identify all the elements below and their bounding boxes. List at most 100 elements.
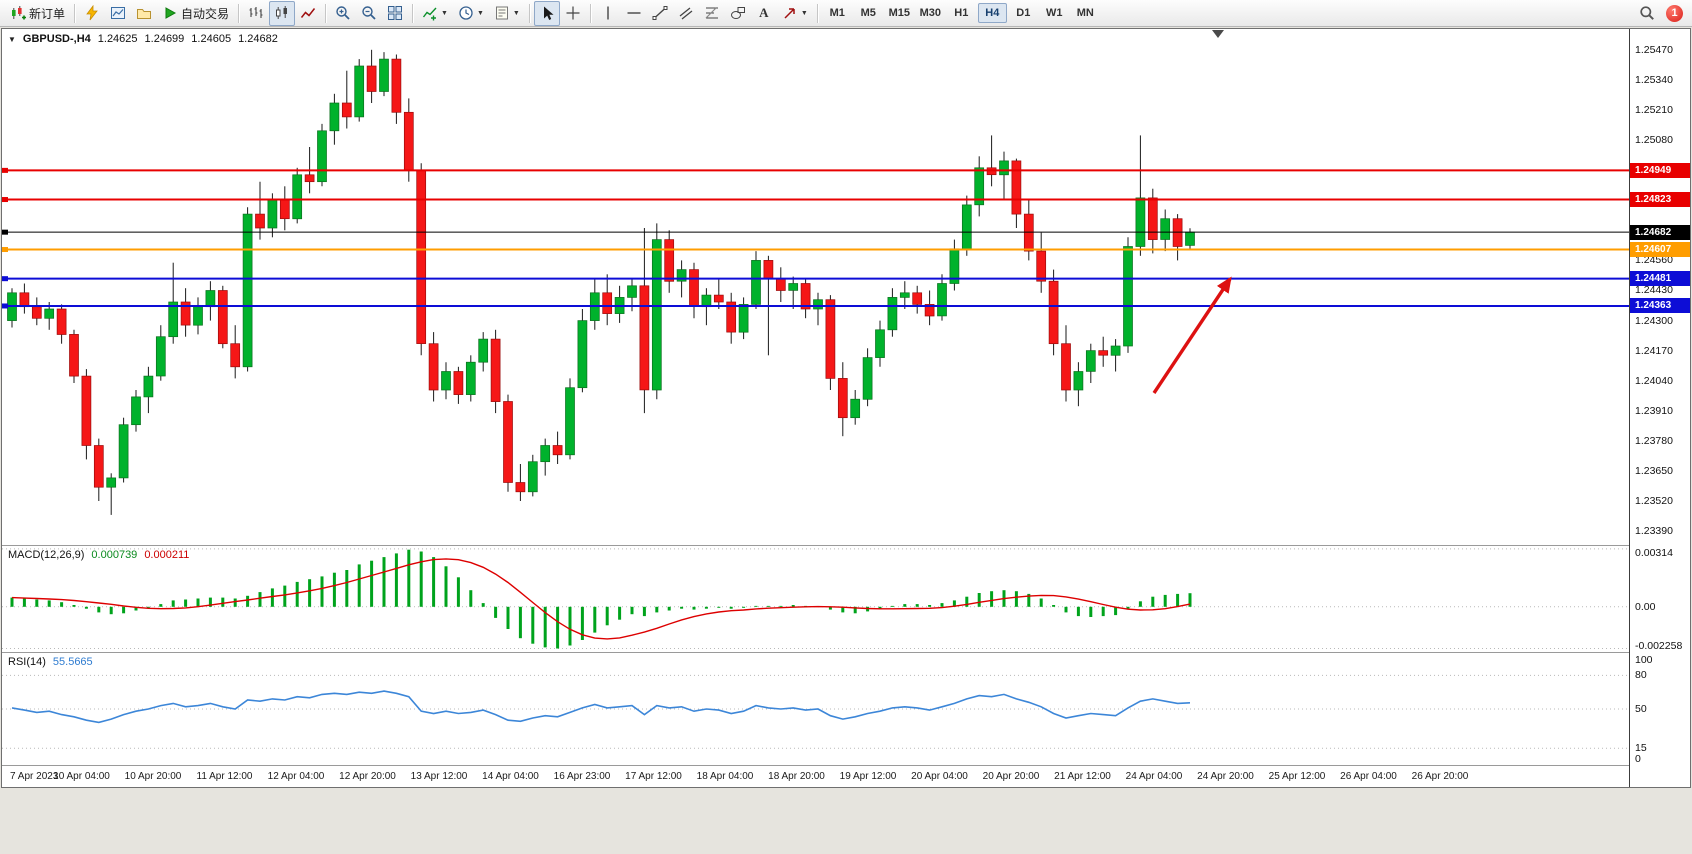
text-tool-button[interactable]: A — [751, 1, 777, 26]
shift-marker-icon[interactable] — [1212, 30, 1224, 38]
candle-down — [1036, 250, 1047, 282]
time-tick: 16 Apr 23:00 — [553, 771, 611, 782]
templates-button[interactable]: ▼ — [489, 1, 525, 26]
time-tick: 12 Apr 04:00 — [267, 771, 325, 782]
horizontal-line-tool-button[interactable] — [621, 1, 647, 26]
tile-windows-button[interactable] — [382, 1, 408, 26]
candle-down — [230, 343, 241, 368]
candle-up — [465, 361, 476, 395]
candle-up — [565, 387, 575, 456]
indicators-button[interactable]: ▼ — [417, 1, 453, 26]
candle-up — [379, 58, 389, 92]
cursor-tool-button[interactable] — [533, 0, 560, 26]
candle-up — [193, 306, 203, 326]
low-value: 1.24605 — [191, 33, 232, 45]
timeframe-m5[interactable]: M5 — [860, 7, 876, 19]
candle-up — [1123, 246, 1133, 347]
candle-chart-mode-button[interactable] — [269, 0, 296, 26]
candle-down — [1098, 350, 1109, 356]
candle-down — [713, 294, 724, 303]
timeframe-m30[interactable]: M30 — [919, 7, 941, 19]
candle-down — [639, 285, 650, 391]
timeframe-d1[interactable]: D1 — [1016, 7, 1031, 19]
vertical-line-tool-button[interactable] — [595, 1, 621, 26]
candle-up — [155, 336, 166, 377]
candle-down — [689, 269, 699, 307]
crosshair-tool-button[interactable] — [560, 1, 586, 26]
timeframe-h1[interactable]: H1 — [954, 7, 969, 19]
macd-tick: -0.002258 — [1635, 640, 1683, 652]
price-tick: 1.24170 — [1635, 344, 1673, 357]
price-tag: 1.24823 — [1630, 192, 1690, 208]
open-value: 1.24625 — [97, 33, 138, 45]
line-anchor[interactable] — [2, 303, 8, 309]
macd-indicator-panel[interactable] — [2, 546, 1629, 652]
timeframe-h4[interactable]: H4 — [977, 3, 1007, 23]
candle-down — [664, 239, 675, 282]
periods-button[interactable]: ▼ — [453, 1, 489, 26]
arrows-tool-button[interactable]: ▼ — [777, 1, 813, 26]
zoom-in-button[interactable] — [330, 1, 356, 26]
charts-button[interactable] — [105, 1, 131, 26]
profiles-button[interactable] — [131, 1, 157, 26]
candle-down — [19, 292, 30, 308]
tile-windows-icon — [388, 6, 403, 20]
candle-up — [899, 292, 910, 298]
candle-down — [775, 278, 786, 291]
price-tick: 1.25210 — [1635, 103, 1673, 116]
candle-up — [540, 445, 551, 463]
price-tick: 1.23910 — [1635, 404, 1673, 417]
price-scale[interactable]: 1.24949 1.24823 1.24682 1.24607 1.24481 1.243… — [1629, 29, 1690, 787]
notification-badge[interactable]: 1 — [1666, 4, 1683, 22]
candle-up — [441, 371, 451, 391]
time-axis[interactable]: 7 Apr 2023 10 Apr 04:00 10 Apr 20:00 11 Apr… — [2, 766, 1629, 787]
line-anchor[interactable] — [2, 247, 8, 253]
search-button[interactable] — [1634, 1, 1660, 26]
line-anchor[interactable] — [2, 197, 8, 203]
auto-trading-label: 自动交易 — [181, 6, 230, 21]
candle-up — [999, 160, 1009, 176]
shapes-tool-button[interactable] — [725, 1, 751, 26]
candle-down — [341, 102, 352, 118]
bar-chart-mode-button[interactable] — [243, 1, 269, 26]
price-tick: 1.24040 — [1635, 374, 1673, 387]
candle-up — [651, 239, 662, 391]
macd-signal-line — [11, 558, 1191, 640]
separator — [816, 3, 818, 23]
collapse-triangle-icon[interactable]: ▼ — [8, 34, 16, 44]
time-tick: 18 Apr 20:00 — [768, 771, 825, 782]
rsi-indicator-panel[interactable] — [2, 653, 1629, 765]
line-anchor[interactable] — [2, 276, 8, 282]
quick-trade-button[interactable] — [79, 1, 105, 26]
line-anchor[interactable] — [2, 167, 8, 173]
channel-tool-button[interactable] — [673, 1, 699, 26]
timeframe-m1[interactable]: M1 — [829, 7, 845, 19]
macd-signal-value: 0.000211 — [144, 549, 190, 561]
time-tick: 20 Apr 20:00 — [982, 771, 1040, 782]
candle-up — [1085, 350, 1096, 372]
panel-divider[interactable] — [2, 765, 1690, 766]
trend-arrow[interactable] — [1152, 276, 1232, 394]
panel-divider[interactable] — [2, 652, 1690, 653]
high-value: 1.24699 — [144, 33, 185, 45]
fibonacci-tool-button[interactable] — [699, 1, 725, 26]
zoom-out-button[interactable] — [356, 1, 382, 26]
line-anchor[interactable] — [2, 229, 8, 235]
toolbar: 新订单 自动交易 — [0, 0, 1692, 27]
price-tag: 1.24481 — [1630, 271, 1690, 287]
main-price-chart[interactable] — [2, 29, 1629, 545]
new-order-button[interactable]: 新订单 — [5, 1, 70, 26]
channel-icon — [679, 7, 693, 20]
auto-trading-button[interactable]: 自动交易 — [157, 1, 234, 26]
trendline-tool-button[interactable] — [647, 1, 673, 26]
zoom-out-icon — [362, 6, 376, 20]
timeframe-m15[interactable]: M15 — [888, 7, 910, 19]
candle-up — [937, 283, 947, 317]
line-chart-mode-button[interactable] — [295, 1, 321, 26]
candle-down — [726, 301, 737, 333]
price-tag: 1.24363 — [1630, 298, 1690, 314]
timeframe-w1[interactable]: W1 — [1046, 7, 1063, 19]
timeframe-mn[interactable]: MN — [1076, 7, 1094, 19]
panel-divider[interactable] — [2, 545, 1690, 546]
